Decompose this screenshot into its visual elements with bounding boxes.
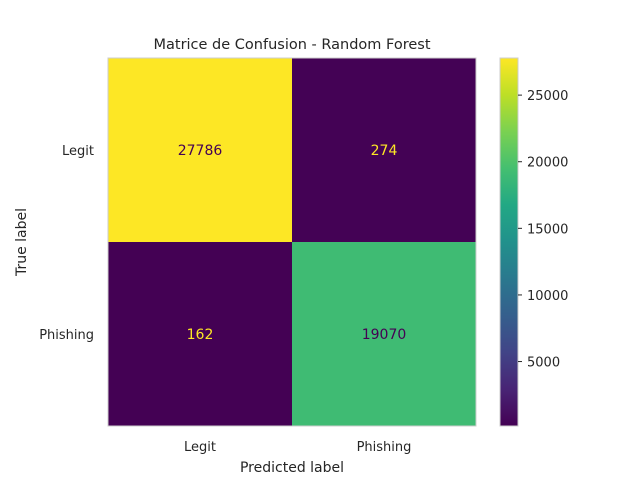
cell-value-label: 27786	[178, 143, 223, 159]
colorbar-tick-label: 20000	[527, 156, 568, 171]
plot-frame	[107, 57, 477, 427]
y-tick-labels: Legit Phishing	[39, 144, 94, 343]
cell-value-label: 274	[371, 143, 398, 159]
x-axis-label: Predicted label	[240, 460, 344, 476]
heatmap-cell	[108, 242, 292, 426]
cell-value-label: 19070	[362, 327, 407, 343]
colorbar-tick-label: 10000	[527, 289, 568, 304]
y-tick-label: Legit	[62, 144, 94, 159]
y-tick-label: Phishing	[39, 328, 94, 343]
colorbar	[499, 57, 519, 427]
chart-title: Matrice de Confusion - Random Forest	[153, 37, 430, 53]
colorbar-tick-labels: 5000 10000 15000 20000 25000	[518, 89, 568, 371]
heatmap-cell	[292, 242, 476, 426]
cell-value-label: 162	[187, 327, 214, 343]
colorbar-tick-label: 5000	[527, 356, 560, 371]
colorbar-tick-label: 15000	[527, 222, 568, 237]
heatmap-cell	[108, 58, 292, 242]
heatmap-cell	[292, 58, 476, 242]
cell-value-labels: 27786 274 162 19070	[178, 143, 407, 343]
y-axis-label: True label	[14, 208, 30, 277]
colorbar-tick-label: 25000	[527, 89, 568, 104]
x-tick-label: Phishing	[357, 440, 412, 455]
heatmap-cells	[108, 58, 476, 426]
x-tick-label: Legit	[184, 440, 216, 455]
x-tick-labels: Legit Phishing	[184, 440, 411, 455]
